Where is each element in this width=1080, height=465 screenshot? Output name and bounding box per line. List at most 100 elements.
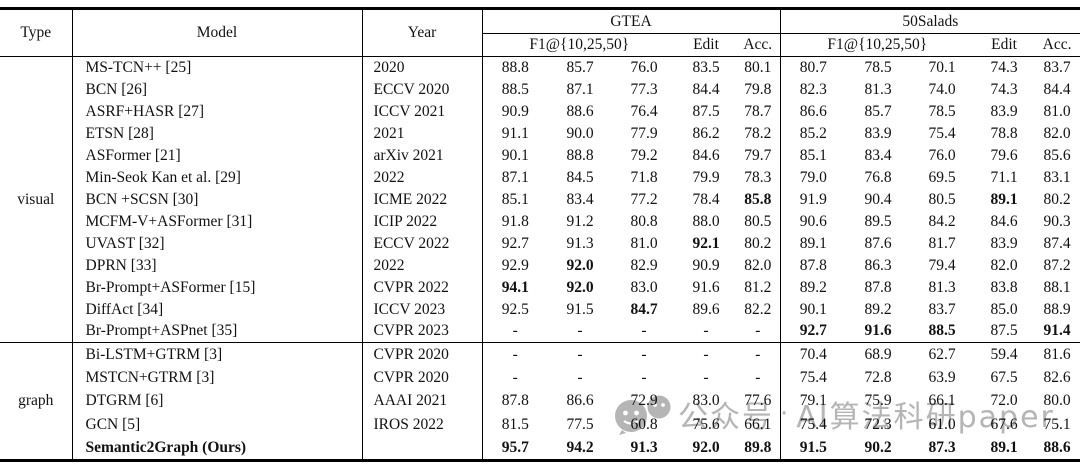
- salads-metric-cell: 70.4: [780, 342, 847, 366]
- table-row: DTGRM [6] AAAI 2021 87.8 86.6 72.9 83.0 77.6 79…: [0, 389, 1080, 413]
- gtea-metric-cell: 72.9: [630, 392, 658, 410]
- gtea-metric-cell: 82.0: [736, 254, 781, 277]
- salads-metric-cell: 85.1: [799, 146, 827, 164]
- table-row: Semantic2Graph (Ours) 95.7 94.2 91.3 92.0 89.…: [0, 436, 1080, 460]
- salads-metric-cell: 62.7: [910, 342, 975, 366]
- salads-metric-cell: 68.9: [846, 342, 911, 366]
- salads-metric-cell: 89.1: [990, 190, 1018, 208]
- gtea-metric-cell: 91.2: [566, 212, 594, 230]
- salads-metric-cell: 82.6: [1043, 368, 1071, 386]
- model-cell: BCN +SCSN [30]: [72, 188, 363, 211]
- type-cell: visual: [0, 56, 73, 343]
- table-row: graph Bi-LSTM+GTRM [3] CVPR 2020- - - - -70.4 6…: [0, 342, 1080, 460]
- gtea-metric-cell: -: [548, 342, 612, 366]
- gtea-metric-cell: -: [676, 342, 736, 366]
- salads-metric-cell: 82.3: [799, 80, 827, 98]
- salads-metric-cell: 74.3: [990, 58, 1018, 76]
- salads-metric-cell: 80.7: [799, 58, 827, 76]
- gtea-metric-cell: 85.1: [501, 190, 529, 208]
- col-header-year: Year: [362, 8, 483, 57]
- salads-metric-cell: 83.9: [990, 234, 1018, 252]
- table-row: UVAST [32] ECCV 2022 92.7 91.3 81.0 92.1 80.2 8…: [0, 232, 1080, 255]
- salads-metric-cell: 84.4: [1043, 80, 1071, 98]
- model-cell: Min-Seok Kan et al. [29]: [72, 166, 363, 189]
- table-row: Br-Prompt+ASPnet [35] CVPR 2023- - - - -92.7 9…: [0, 320, 1080, 343]
- gtea-metric-cell: 88.8: [501, 58, 529, 76]
- gtea-metric-cell: 87.1: [566, 80, 594, 98]
- salads-metric-cell: 72.8: [864, 368, 892, 386]
- table-row: DPRN [33] 2022 92.9 92.0 82.9 90.9 82.0 87.8 86.…: [0, 254, 1080, 277]
- gtea-metric-cell: 90.0: [566, 124, 594, 142]
- gtea-metric-cell: 92.0: [692, 438, 720, 456]
- table-row: Br-Prompt+ASFormer [15] CVPR 2022 94.1 92.0…: [0, 276, 1080, 299]
- gtea-metric-cell: 78.4: [692, 190, 720, 208]
- salads-metric-cell: 81.0: [1043, 102, 1071, 120]
- salads-metric-cell: 91.5: [799, 438, 827, 456]
- gtea-metric-cell: -: [736, 366, 781, 390]
- year-cell: CVPR 2023: [362, 320, 483, 343]
- salads-metric-cell: 86.3: [864, 256, 892, 274]
- gtea-metric-cell: 82.2: [736, 298, 781, 321]
- gtea-metric-cell: 79.7: [736, 144, 781, 167]
- col-header-gtea-acc: Acc.: [736, 33, 781, 57]
- gtea-metric-cell: 92.5: [501, 300, 529, 318]
- model-cell: MS-TCN++ [25]: [72, 56, 363, 79]
- gtea-metric-cell: 78.7: [736, 100, 781, 123]
- salads-metric-cell: 81.3: [928, 278, 956, 296]
- gtea-metric-cell: 90.1: [501, 146, 529, 164]
- gtea-metric-cell: 84.6: [692, 146, 720, 164]
- model-cell: DiffAct [34]: [72, 298, 363, 321]
- model-cell: ETSN [28]: [72, 122, 363, 145]
- year-cell: ECCV 2022: [362, 232, 483, 255]
- salads-metric-cell: 61.0: [928, 415, 956, 433]
- table-row: visual MS-TCN++ [25] 2020 88.8 85.7 76.0 83.5 8…: [0, 56, 1080, 343]
- gtea-metric-cell: 77.6: [736, 389, 781, 413]
- table-row: ETSN [28] 2021 91.1 90.0 77.9 86.2 78.2 85.2 83.…: [0, 122, 1080, 145]
- gtea-metric-cell: 90.9: [692, 256, 720, 274]
- salads-metric-cell: 85.2: [799, 124, 827, 142]
- gtea-metric-cell: 88.5: [501, 80, 529, 98]
- gtea-metric-cell: -: [482, 342, 548, 366]
- table-row: BCN +SCSN [30] ICME 2022 85.1 83.4 77.2 78.4 8…: [0, 188, 1080, 211]
- gtea-metric-cell: 88.8: [566, 146, 594, 164]
- gtea-metric-cell: 78.3: [736, 166, 781, 189]
- salads-metric-cell: 89.1: [799, 234, 827, 252]
- salads-metric-cell: 75.4: [928, 124, 956, 142]
- salads-metric-cell: 85.7: [864, 102, 892, 120]
- table-row: ASFormer [21] arXiv 2021 90.1 88.8 79.2 84.6 7…: [0, 144, 1080, 167]
- col-header-salads-acc: Acc.: [1034, 33, 1080, 57]
- gtea-metric-cell: 71.8: [630, 168, 658, 186]
- year-cell: CVPR 2022: [362, 276, 483, 299]
- gtea-metric-cell: 94.2: [566, 438, 594, 456]
- gtea-metric-cell: 89.8: [736, 436, 781, 460]
- salads-metric-cell: 92.7: [799, 322, 827, 340]
- gtea-metric-cell: 83.5: [692, 58, 720, 76]
- table-row: BCN [26] ECCV 2020 88.5 87.1 77.3 84.4 79.8 82.…: [0, 78, 1080, 101]
- year-cell: CVPR 2020: [362, 366, 483, 390]
- gtea-metric-cell: 76.0: [630, 58, 658, 76]
- year-cell: arXiv 2021: [362, 144, 483, 167]
- gtea-metric-cell: 82.9: [630, 256, 658, 274]
- year-cell: ICIP 2022: [362, 210, 483, 233]
- salads-metric-cell: 86.6: [799, 102, 827, 120]
- gtea-metric-cell: 92.9: [501, 256, 529, 274]
- gtea-metric-cell: 75.6: [692, 415, 720, 433]
- salads-metric-cell: 87.3: [928, 438, 956, 456]
- gtea-metric-cell: 76.4: [630, 102, 658, 120]
- salads-metric-cell: 72.3: [864, 415, 892, 433]
- salads-metric-cell: 89.1: [990, 438, 1018, 456]
- gtea-metric-cell: -: [736, 320, 781, 343]
- gtea-metric-cell: 79.2: [630, 146, 658, 164]
- gtea-metric-cell: 85.8: [736, 188, 781, 211]
- gtea-metric-cell: 81.2: [736, 276, 781, 299]
- gtea-metric-cell: 83.4: [566, 190, 594, 208]
- salads-metric-cell: 83.1: [1043, 168, 1071, 186]
- year-cell: CVPR 2020: [362, 342, 483, 366]
- year-cell: ICCV 2021: [362, 100, 483, 123]
- gtea-metric-cell: 79.8: [736, 78, 781, 101]
- model-cell: Br-Prompt+ASFormer [15]: [72, 276, 363, 299]
- gtea-metric-cell: 83.0: [692, 392, 720, 410]
- salads-metric-cell: 75.9: [864, 392, 892, 410]
- salads-metric-cell: 76.0: [928, 146, 956, 164]
- year-cell: 2022: [362, 254, 483, 277]
